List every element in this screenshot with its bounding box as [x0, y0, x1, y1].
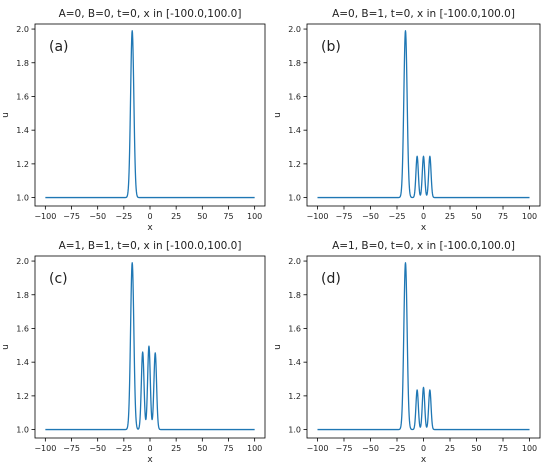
x-tick-label-a-2: −50 — [89, 212, 106, 221]
x-tick-label-c-3: −25 — [115, 444, 132, 453]
y-tick-label-c-4: 1.8 — [16, 291, 29, 300]
y-axis-label-b: u — [273, 112, 283, 118]
series-line-d — [317, 262, 530, 431]
x-tick-label-d-0: −100 — [306, 444, 328, 453]
y-tick-label-d-4: 1.8 — [288, 291, 301, 300]
y-tick-label-b-0: 1.0 — [288, 194, 301, 203]
y-tick-label-d-0: 1.0 — [288, 426, 301, 435]
y-tick-label-a-1: 1.2 — [16, 160, 29, 169]
y-tick-label-c-1: 1.2 — [16, 392, 29, 401]
chart-title-b: A=0, B=1, t=0, x in [-100.0,100.0] — [332, 8, 515, 20]
x-tick-label-b-0: −100 — [306, 212, 328, 221]
x-tick-label-b-7: 75 — [498, 212, 508, 221]
chart-title-c: A=1, B=1, t=0, x in [-100.0,100.0] — [59, 240, 242, 252]
x-tick-label-d-4: 0 — [421, 444, 426, 453]
plot-frame-d — [306, 255, 541, 439]
y-tick-label-b-4: 1.8 — [288, 59, 301, 68]
x-axis-label-b: x — [421, 223, 427, 233]
x-tick-label-c-2: −50 — [89, 444, 106, 453]
y-tick-label-c-0: 1.0 — [16, 426, 29, 435]
x-tick-label-c-5: 25 — [171, 444, 181, 453]
panel-label-d: (d) — [321, 271, 341, 287]
y-axis-label-a: u — [1, 112, 11, 118]
x-tick-label-b-8: 100 — [522, 212, 537, 221]
y-tick-label-b-2: 1.4 — [288, 126, 301, 135]
plot-frame-c — [34, 255, 266, 439]
y-tick-label-a-0: 1.0 — [16, 194, 29, 203]
y-tick-label-a-5: 2.0 — [16, 25, 29, 34]
plot-frame-b — [306, 23, 541, 207]
y-tick-label-c-3: 1.6 — [16, 324, 29, 333]
x-axis-label-a: x — [147, 223, 153, 233]
x-axis-label-c: x — [147, 455, 153, 464]
panel-label-c: (c) — [49, 271, 68, 287]
x-tick-label-a-6: 50 — [197, 212, 207, 221]
plot-frame-a — [34, 23, 266, 207]
x-tick-label-d-3: −25 — [389, 444, 406, 453]
x-tick-label-d-8: 100 — [522, 444, 537, 453]
x-tick-label-b-4: 0 — [421, 212, 426, 221]
chart-panel-d: A=1, B=0, t=0, x in [-100.0,100.0] (d) −10… — [273, 240, 541, 464]
x-tick-label-b-5: 25 — [445, 212, 455, 221]
y-tick-label-a-2: 1.4 — [16, 126, 29, 135]
y-tick-label-a-3: 1.6 — [16, 92, 29, 101]
chart-title-d: A=1, B=0, t=0, x in [-100.0,100.0] — [332, 240, 515, 252]
x-tick-label-c-0: −100 — [34, 444, 56, 453]
chart-panel-a: A=0, B=0, t=0, x in [-100.0,100.0] (a) −10… — [1, 8, 266, 233]
x-tick-label-b-3: −25 — [389, 212, 406, 221]
y-tick-label-d-5: 2.0 — [288, 257, 301, 266]
y-tick-label-c-5: 2.0 — [16, 257, 29, 266]
x-tick-label-a-5: 25 — [171, 212, 181, 221]
panel-label-b: (b) — [321, 39, 341, 55]
series-line-a — [44, 30, 256, 199]
x-tick-label-a-0: −100 — [34, 212, 56, 221]
chart-panel-b: A=0, B=1, t=0, x in [-100.0,100.0] (b) −10… — [273, 8, 541, 233]
x-tick-label-c-8: 100 — [247, 444, 262, 453]
series-line-c — [44, 262, 256, 431]
y-tick-label-d-2: 1.4 — [288, 358, 301, 367]
y-tick-label-b-1: 1.2 — [288, 160, 301, 169]
panel-label-a: (a) — [49, 39, 69, 55]
chart-panel-c: A=1, B=1, t=0, x in [-100.0,100.0] (c) −10… — [1, 240, 266, 464]
chart-title-a: A=0, B=0, t=0, x in [-100.0,100.0] — [59, 8, 242, 20]
y-tick-label-d-1: 1.2 — [288, 392, 301, 401]
x-tick-label-d-5: 25 — [445, 444, 455, 453]
x-tick-label-c-7: 75 — [223, 444, 233, 453]
y-tick-label-b-5: 2.0 — [288, 25, 301, 34]
y-tick-label-b-3: 1.6 — [288, 92, 301, 101]
x-tick-label-d-7: 75 — [498, 444, 508, 453]
y-axis-label-c: u — [1, 344, 11, 350]
series-line-b — [317, 30, 530, 199]
x-tick-label-d-1: −75 — [336, 444, 353, 453]
x-tick-label-c-1: −75 — [63, 444, 80, 453]
x-tick-label-a-1: −75 — [63, 212, 80, 221]
y-tick-label-c-2: 1.4 — [16, 358, 29, 367]
x-tick-label-a-4: 0 — [147, 212, 152, 221]
y-tick-label-d-3: 1.6 — [288, 324, 301, 333]
x-tick-label-a-3: −25 — [115, 212, 132, 221]
x-tick-label-d-6: 50 — [471, 444, 481, 453]
y-tick-label-a-4: 1.8 — [16, 59, 29, 68]
y-axis-label-d: u — [273, 344, 283, 350]
x-tick-label-b-2: −50 — [362, 212, 379, 221]
x-tick-label-a-8: 100 — [247, 212, 262, 221]
x-tick-label-c-4: 0 — [147, 444, 152, 453]
x-tick-label-d-2: −50 — [362, 444, 379, 453]
x-tick-label-b-1: −75 — [336, 212, 353, 221]
x-tick-label-c-6: 50 — [197, 444, 207, 453]
x-axis-label-d: x — [421, 455, 427, 464]
x-tick-label-b-6: 50 — [471, 212, 481, 221]
x-tick-label-a-7: 75 — [223, 212, 233, 221]
